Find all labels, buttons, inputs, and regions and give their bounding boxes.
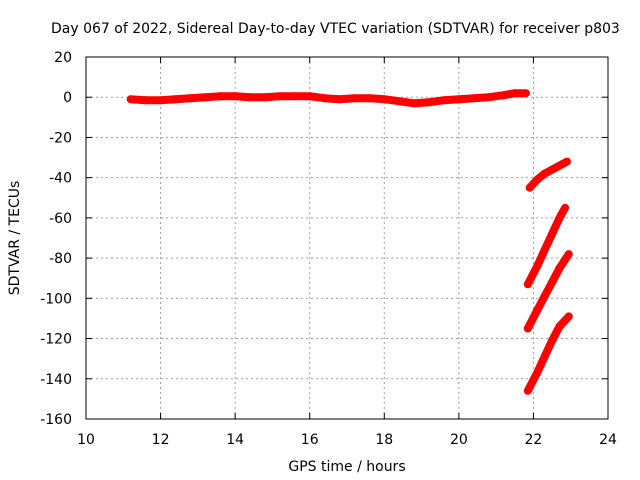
data-point bbox=[201, 93, 210, 102]
data-point bbox=[555, 264, 564, 273]
data-point bbox=[186, 94, 195, 103]
data-point bbox=[563, 157, 571, 166]
data-point bbox=[510, 89, 519, 98]
data-point bbox=[156, 96, 165, 105]
data-point bbox=[320, 94, 329, 103]
series-arc-2 bbox=[523, 203, 570, 289]
x-tick-label: 22 bbox=[525, 432, 543, 448]
data-point bbox=[540, 246, 549, 255]
series-trace bbox=[130, 89, 526, 108]
x-tick-label: 24 bbox=[599, 432, 617, 448]
x-tick-label: 20 bbox=[450, 432, 468, 448]
data-point bbox=[380, 95, 389, 104]
data-point bbox=[141, 96, 150, 105]
data-point bbox=[533, 368, 542, 377]
y-tick-label: -20 bbox=[49, 130, 72, 146]
data-point bbox=[365, 94, 374, 103]
data-point bbox=[555, 161, 564, 170]
data-point bbox=[555, 322, 564, 331]
data-point bbox=[555, 213, 564, 222]
data-point bbox=[290, 92, 299, 101]
grid bbox=[86, 57, 608, 419]
data-point bbox=[561, 203, 570, 212]
data-point bbox=[425, 98, 433, 107]
ticks: 10 12 14 16 18 20 22 24 -160 -140 -120 -100 -80 -60 -4… bbox=[40, 50, 617, 448]
x-tick-label: 12 bbox=[152, 432, 170, 448]
data-point bbox=[469, 94, 478, 103]
data-point bbox=[540, 352, 549, 361]
y-tick-label: -120 bbox=[40, 332, 72, 348]
data-point bbox=[548, 278, 557, 287]
chart-title: Day 067 of 2022, Sidereal Day-to-day VTE… bbox=[51, 21, 620, 37]
data-point bbox=[540, 292, 549, 301]
data-point bbox=[126, 95, 135, 104]
plot-frame bbox=[85, 56, 609, 420]
x-tick-label: 18 bbox=[375, 432, 393, 448]
y-tick-label: -140 bbox=[40, 372, 72, 388]
data-point bbox=[335, 95, 344, 104]
data-point bbox=[454, 95, 463, 104]
y-tick-label: 0 bbox=[63, 90, 72, 106]
data-point bbox=[350, 94, 359, 103]
data-point bbox=[484, 93, 493, 102]
data-point bbox=[216, 92, 225, 101]
y-tick-label: -60 bbox=[49, 211, 72, 227]
y-tick-label: -100 bbox=[40, 291, 72, 307]
data-point bbox=[305, 92, 314, 101]
y-tick-label: -40 bbox=[49, 171, 72, 187]
y-axis-title: SDTVAR / TECUs bbox=[7, 181, 23, 296]
y-tick-label: -160 bbox=[40, 412, 72, 428]
data-point bbox=[499, 91, 508, 100]
data-point bbox=[564, 250, 573, 259]
data-point bbox=[548, 165, 557, 174]
data-point bbox=[439, 96, 448, 105]
series-arc-1 bbox=[525, 157, 571, 192]
series-arc-3 bbox=[523, 250, 573, 333]
y-tick-label: -80 bbox=[49, 251, 72, 267]
data-point bbox=[523, 280, 532, 289]
data-point bbox=[522, 89, 530, 98]
data-point bbox=[548, 336, 557, 345]
data-point bbox=[246, 93, 255, 102]
series-main bbox=[126, 89, 530, 108]
data-point bbox=[523, 324, 532, 333]
data-point bbox=[523, 386, 532, 395]
data-point bbox=[533, 175, 542, 184]
data-point bbox=[410, 99, 419, 108]
data-point bbox=[261, 93, 269, 102]
x-tick-label: 14 bbox=[226, 432, 244, 448]
data-point bbox=[533, 262, 542, 271]
data-point bbox=[395, 97, 404, 106]
data-point bbox=[171, 95, 180, 104]
data-point bbox=[275, 92, 284, 101]
x-tick-label: 10 bbox=[77, 432, 95, 448]
data-point bbox=[231, 92, 240, 101]
y-tick-label: 20 bbox=[54, 50, 72, 66]
x-axis-title: GPS time / hours bbox=[288, 459, 405, 475]
series-layer bbox=[126, 89, 573, 395]
data-point bbox=[525, 183, 534, 192]
x-tick-label: 16 bbox=[301, 432, 319, 448]
series-arc-4 bbox=[523, 312, 573, 395]
data-point bbox=[564, 312, 573, 321]
data-point bbox=[540, 169, 549, 178]
data-point bbox=[533, 306, 542, 315]
data-point bbox=[548, 230, 557, 238]
